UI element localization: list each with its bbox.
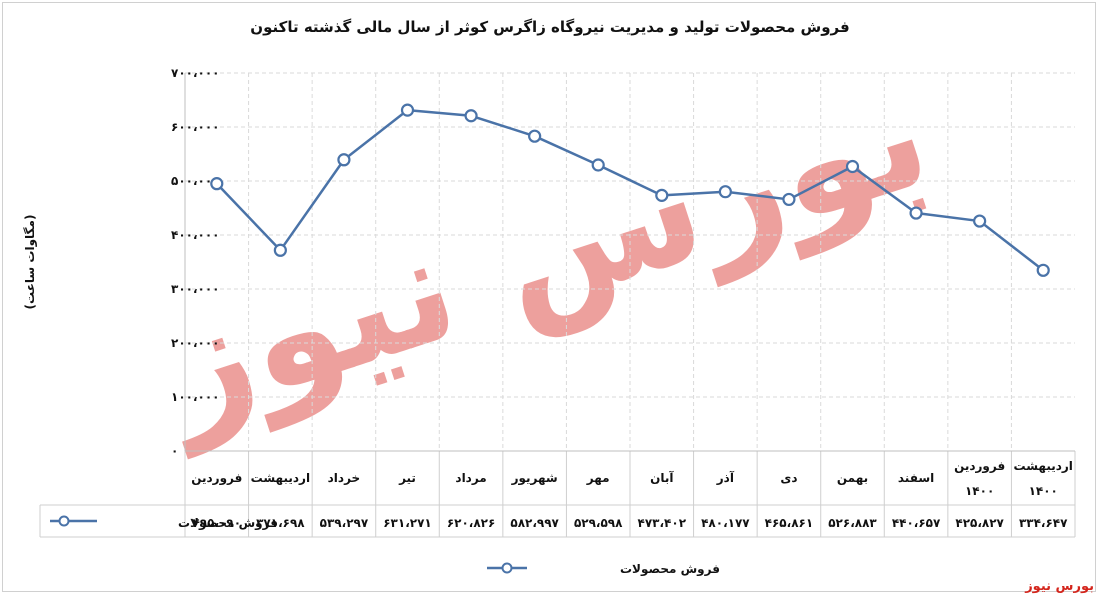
category-label: خرداد bbox=[328, 471, 361, 485]
value-label: ۴۴۰،۶۵۷ bbox=[892, 516, 941, 530]
category-label: آذر bbox=[716, 470, 735, 485]
value-label: ۳۳۴،۶۴۷ bbox=[1019, 516, 1068, 530]
data-point bbox=[782, 192, 796, 207]
y-tick-label: ۳۰۰،۰۰۰ bbox=[171, 282, 220, 296]
data-point bbox=[210, 177, 224, 191]
data-point bbox=[273, 243, 287, 257]
brand-label: بورس نیوز bbox=[1025, 579, 1094, 594]
category-label: تیر bbox=[398, 471, 416, 485]
data-point bbox=[591, 158, 605, 172]
data-point bbox=[337, 153, 351, 167]
watermark-text: بورس نیوز bbox=[133, 46, 949, 460]
value-label: ۵۳۹،۲۹۷ bbox=[320, 516, 369, 530]
y-tick-label: ۰ bbox=[171, 444, 178, 458]
value-label: ۵۲۹،۵۹۸ bbox=[574, 516, 623, 530]
category-label: دی bbox=[780, 471, 797, 485]
category-label: اردیبهشت bbox=[1014, 459, 1073, 473]
legend-label: فروش محصولات bbox=[620, 562, 720, 577]
data-point bbox=[718, 185, 732, 199]
y-tick-label: ۴۰۰،۰۰۰ bbox=[171, 228, 220, 242]
category-label: اردیبهشت bbox=[251, 471, 310, 485]
data-point bbox=[528, 129, 542, 143]
data-point bbox=[909, 206, 923, 220]
value-label: ۵۸۲،۹۹۷ bbox=[510, 516, 559, 530]
y-tick-label: ۷۰۰،۰۰۰ bbox=[171, 66, 220, 80]
series-line bbox=[215, 108, 1044, 272]
data-point bbox=[464, 109, 478, 123]
value-label: ۴۲۵،۸۲۷ bbox=[955, 516, 1004, 530]
category-label: اسفند bbox=[898, 471, 934, 485]
category-label: آبان bbox=[650, 470, 674, 485]
value-label: ۴۸۰،۱۷۷ bbox=[701, 516, 750, 530]
category-label: فروردین bbox=[191, 471, 242, 486]
category-label: ۱۴۰۰ bbox=[1029, 484, 1058, 498]
data-point bbox=[973, 214, 987, 228]
y-tick-label: ۶۰۰،۰۰۰ bbox=[171, 120, 220, 134]
value-label: ۶۳۱،۲۷۱ bbox=[383, 516, 432, 530]
data-point bbox=[655, 188, 669, 202]
y-tick-label: ۱۰۰،۰۰۰ bbox=[171, 390, 220, 404]
value-label: ۴۹۵،۰۹۰ bbox=[193, 516, 242, 530]
data-point bbox=[845, 159, 860, 174]
category-label: فروردین bbox=[954, 459, 1005, 474]
data-point bbox=[400, 103, 415, 117]
value-label: ۵۲۶،۸۸۳ bbox=[828, 516, 877, 530]
legend-marker bbox=[501, 562, 513, 574]
value-label: ۴۶۵،۸۶۱ bbox=[765, 516, 814, 530]
category-label: مرداد bbox=[455, 471, 486, 485]
value-label: ۶۲۰،۸۲۶ bbox=[447, 516, 496, 530]
y-tick-label: ۲۰۰،۰۰۰ bbox=[171, 336, 220, 350]
category-label: ۱۴۰۰ bbox=[965, 484, 994, 498]
category-label: بهمن bbox=[837, 471, 868, 485]
value-label: ۳۷۱،۶۹۸ bbox=[256, 516, 305, 530]
y-tick-label: ۵۰۰،۰۰۰ bbox=[171, 174, 220, 188]
table-series-name: فروش محصولات bbox=[178, 516, 278, 531]
category-label: شهریور bbox=[511, 471, 558, 486]
value-label: ۴۷۳،۴۰۲ bbox=[638, 516, 687, 530]
category-label: مهر bbox=[586, 471, 610, 485]
data-point bbox=[1036, 263, 1050, 277]
table-legend-marker bbox=[58, 515, 70, 527]
chart-title: فروش محصولات تولید و مدیریت نیروگاه زاگر… bbox=[250, 18, 850, 36]
